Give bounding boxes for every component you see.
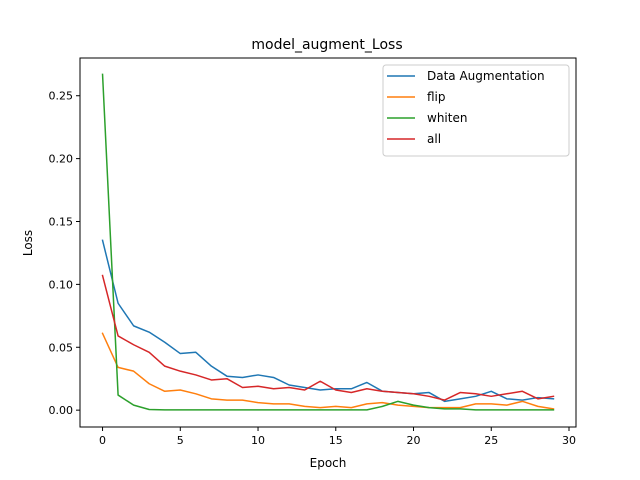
x-tick-label: 20 — [407, 434, 421, 447]
series-line-data-augmentation — [101, 239, 555, 403]
legend-label: whiten — [427, 111, 467, 125]
y-tick-label: 0.10 — [49, 278, 74, 291]
legend: Data Augmentation flip whiten all — [382, 64, 570, 157]
y-axis-label: Loss — [21, 230, 35, 256]
axis-ticks: 0 5 10 15 20 25 30 0.00 0.05 0.10 0.15 0.20 0.25 — [49, 90, 577, 447]
plot-frame — [79, 57, 577, 428]
legend-box — [382, 64, 570, 157]
x-tick-label: 5 — [177, 434, 184, 447]
x-tick-label: 15 — [329, 434, 343, 447]
y-tick-label: 0.25 — [49, 90, 74, 103]
y-tick-label: 0.05 — [49, 341, 74, 354]
y-tick-label: 0.15 — [49, 215, 74, 228]
chart-title: model_augment_Loss — [251, 37, 402, 53]
legend-label: Data Augmentation — [427, 69, 545, 83]
series-line-whiten — [101, 73, 555, 411]
y-tick-label: 0.00 — [49, 404, 74, 417]
series-lines — [101, 73, 555, 411]
x-tick-label: 0 — [99, 434, 106, 447]
series-line-all — [101, 274, 555, 401]
x-axis-label: Epoch — [310, 456, 347, 470]
x-tick-label: 10 — [251, 434, 265, 447]
x-tick-label: 25 — [484, 434, 498, 447]
legend-label: flip — [427, 90, 446, 104]
y-tick-label: 0.20 — [49, 153, 74, 166]
series-line-flip — [101, 332, 555, 410]
x-tick-label: 30 — [562, 434, 576, 447]
legend-label: all — [427, 132, 441, 146]
